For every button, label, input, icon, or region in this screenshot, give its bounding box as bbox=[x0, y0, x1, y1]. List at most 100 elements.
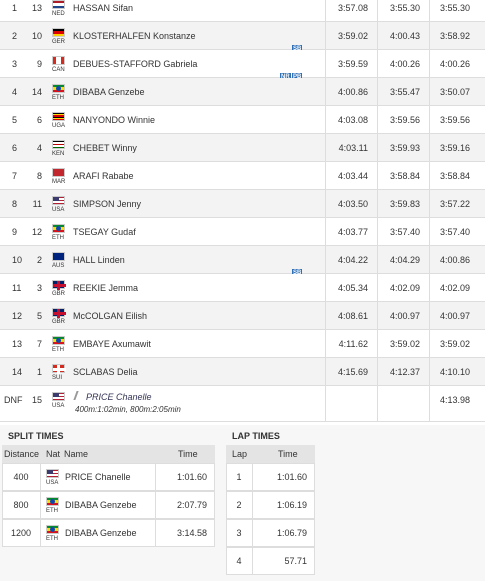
bib: 3 bbox=[36, 283, 42, 293]
result-row bbox=[0, 358, 485, 386]
rank: 4 bbox=[12, 87, 18, 97]
bib: 12 bbox=[31, 227, 42, 237]
result-row bbox=[0, 134, 485, 162]
lap-number: 3 bbox=[236, 528, 242, 538]
section-title: SPLIT TIMES bbox=[8, 431, 64, 441]
flag-emblem bbox=[56, 86, 61, 91]
flag bbox=[52, 56, 65, 65]
flag-emblem bbox=[50, 527, 55, 532]
column-divider bbox=[377, 246, 378, 274]
column-divider bbox=[325, 330, 326, 358]
bib: 9 bbox=[36, 59, 42, 69]
time: 3:55.47 bbox=[389, 87, 420, 97]
athlete-name: NANYONDO Winnie bbox=[73, 115, 156, 125]
column-divider bbox=[429, 134, 430, 162]
column-divider bbox=[325, 274, 326, 302]
column-divider bbox=[377, 22, 378, 50]
lap-row bbox=[226, 491, 315, 519]
flag bbox=[52, 28, 65, 37]
time: 3:50.07 bbox=[439, 87, 470, 97]
column-header: Distance bbox=[4, 449, 40, 459]
time: 3:58.84 bbox=[439, 171, 470, 181]
athlete-name: CHEBET Winny bbox=[73, 143, 137, 153]
flag-cross bbox=[53, 284, 66, 287]
column-divider bbox=[40, 463, 41, 491]
column-divider bbox=[429, 274, 430, 302]
rank: 10 bbox=[12, 255, 23, 265]
athlete-name: ARAFI Rababe bbox=[73, 171, 134, 181]
column-divider bbox=[377, 190, 378, 218]
distance: 1200 bbox=[10, 528, 32, 538]
bib: 11 bbox=[32, 199, 42, 209]
time: 3:59.16 bbox=[439, 143, 470, 153]
athlete-name: TSEGAY Gudaf bbox=[73, 227, 136, 237]
result-row bbox=[0, 302, 485, 330]
lap-row bbox=[226, 519, 315, 547]
athlete-name: EMBAYE Axumawit bbox=[73, 339, 151, 349]
athlete-name: HASSAN Sifan bbox=[73, 3, 134, 13]
country-code: GBR bbox=[52, 319, 66, 325]
column-divider bbox=[377, 330, 378, 358]
athlete-name: SCLABAS Delia bbox=[73, 367, 138, 377]
column-divider bbox=[377, 386, 378, 422]
column-divider bbox=[325, 22, 326, 50]
column-divider bbox=[377, 0, 378, 22]
lap-time: 57.71 bbox=[284, 556, 307, 566]
result-row bbox=[0, 78, 485, 106]
split-time: 3:14.58 bbox=[176, 528, 207, 538]
country-code: ETH bbox=[46, 508, 58, 514]
country-code: NED bbox=[52, 11, 65, 17]
flag bbox=[52, 0, 65, 9]
country-code: GBR bbox=[52, 291, 66, 297]
time: 4:00.97 bbox=[439, 311, 470, 321]
flag bbox=[52, 252, 65, 261]
rank: 6 bbox=[12, 143, 18, 153]
column-divider bbox=[325, 246, 326, 274]
column-divider bbox=[377, 162, 378, 190]
time: 4:12.37 bbox=[389, 367, 420, 377]
lap-row bbox=[226, 463, 315, 491]
column-divider bbox=[377, 274, 378, 302]
flag-emblem bbox=[56, 226, 61, 231]
time: 4:13.98 bbox=[439, 395, 470, 405]
athlete-name: SIMPSON Jenny bbox=[73, 199, 142, 209]
bib: 13 bbox=[31, 3, 42, 13]
lap-time: 1:01.60 bbox=[276, 472, 307, 482]
column-divider bbox=[377, 302, 378, 330]
column-divider bbox=[252, 463, 253, 491]
time: 3:57.40 bbox=[389, 227, 420, 237]
column-divider bbox=[252, 547, 253, 575]
column-divider bbox=[155, 519, 156, 547]
time: 4:00.26 bbox=[439, 59, 470, 69]
country-code: GER bbox=[52, 39, 66, 45]
rank: 11 bbox=[12, 283, 22, 293]
rank: 5 bbox=[12, 115, 18, 125]
column-divider bbox=[252, 491, 253, 519]
time: 3:55.30 bbox=[439, 3, 470, 13]
flag-emblem bbox=[50, 499, 55, 504]
country-code: CAN bbox=[52, 67, 65, 73]
column-header: Time bbox=[178, 449, 198, 459]
result-row bbox=[0, 106, 485, 134]
time: 4:00.86 bbox=[337, 87, 368, 97]
column-divider bbox=[429, 190, 430, 218]
split-time: 2:07.79 bbox=[176, 500, 207, 510]
split-note: 400m:1:02min, 800m:2:05min bbox=[75, 405, 181, 414]
time: 3:59.83 bbox=[389, 199, 420, 209]
column-divider bbox=[377, 218, 378, 246]
column-divider bbox=[325, 50, 326, 78]
time: 3:58.92 bbox=[439, 31, 470, 41]
column-divider bbox=[155, 491, 156, 519]
split-row bbox=[2, 519, 215, 547]
time: 4:00.26 bbox=[389, 59, 420, 69]
rank: 3 bbox=[12, 59, 18, 69]
flag-canton bbox=[53, 393, 59, 397]
athlete-name: McCOLGAN Eilish bbox=[73, 311, 148, 321]
distance: 800 bbox=[13, 500, 29, 510]
flag-cross bbox=[53, 368, 66, 371]
rank: 14 bbox=[12, 367, 23, 377]
lap-row bbox=[226, 547, 315, 575]
rank: 13 bbox=[12, 339, 23, 349]
time: 3:59.02 bbox=[439, 339, 470, 349]
bib: 6 bbox=[36, 115, 42, 125]
